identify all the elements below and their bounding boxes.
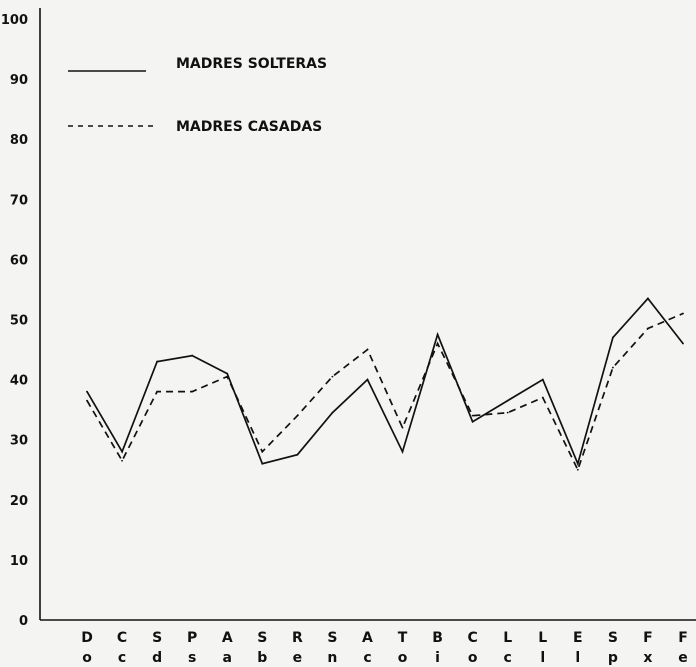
x-category-label: C [468,630,478,646]
data-point-solteras [576,462,579,465]
y-tick-label: 80 [10,133,28,148]
x-category-label: E [573,630,583,646]
x-category-label: A [222,630,233,646]
x-category-label: L [538,630,547,646]
series-lines [86,297,684,473]
data-point-solteras [436,333,439,336]
data-point-solteras [611,336,614,339]
x-category-label: R [292,630,303,646]
x-category-sublabel: c [363,650,371,666]
x-category-label: A [362,630,373,646]
data-point-solteras [366,378,369,381]
x-category-sublabel: e [293,650,303,666]
x-category-sublabel: x [643,650,652,666]
y-tick-label: 70 [10,193,28,208]
data-point-casadas [541,396,544,399]
x-category-label: B [432,630,443,646]
data-point-casadas [296,414,299,417]
data-point-solteras [506,399,509,402]
x-category-sublabel: e [678,650,688,666]
y-axis-ticks: 0 10 20 30 40 50 60 70 80 90 100 [1,13,28,629]
axes [39,8,696,621]
x-category-sublabel: c [504,650,512,666]
x-category-sublabel: a [223,650,232,666]
x-category-sublabel: l [575,650,580,666]
x-category-sublabel: i [435,650,440,666]
y-tick-label: 100 [1,13,28,28]
data-point-solteras [471,420,474,423]
data-point-casadas [261,450,264,453]
data-point-solteras [401,450,404,453]
data-point-casadas [366,348,369,351]
x-category-sublabel: o [82,650,92,666]
x-category-label: L [503,630,512,646]
x-category-sublabel: s [188,650,196,666]
legend-label-casadas: MADRES CASADAS [176,119,322,135]
data-point-solteras [191,354,194,357]
data-point-solteras [682,342,684,345]
data-point-solteras [121,450,123,453]
x-category-label: S [327,630,337,646]
x-category-sublabel: n [327,650,337,666]
x-category-label: S [608,630,618,646]
x-category-label: P [187,630,197,646]
data-point-casadas [191,390,194,393]
x-category-label: C [117,630,127,646]
x-category-label: D [81,630,93,646]
x-category-sublabel: p [608,650,618,666]
data-point-casadas [121,459,123,462]
data-point-casadas [506,411,509,414]
data-point-casadas [576,468,579,471]
x-category-sublabel: o [398,650,408,666]
x-category-sublabel: l [540,650,545,666]
y-tick-label: 30 [10,434,28,449]
data-point-casadas [682,312,684,315]
x-category-label: F [643,630,653,646]
y-tick-label: 20 [10,494,28,509]
data-point-solteras [647,297,649,300]
series-line-casadas [86,312,684,473]
data-point-solteras [156,360,159,363]
x-category-label: S [152,630,162,646]
x-category-sublabel: o [468,650,478,666]
y-tick-label: 90 [10,73,28,88]
y-tick-label: 10 [10,554,28,569]
data-point-solteras [331,411,334,414]
y-tick-label: 50 [10,314,28,329]
data-point-casadas [86,399,88,402]
y-tick-label: 40 [10,374,28,389]
x-category-label: S [257,630,267,646]
data-point-solteras [541,378,544,381]
data-point-casadas [436,342,439,345]
data-point-solteras [86,390,88,393]
data-point-solteras [226,372,229,375]
data-point-casadas [611,366,614,369]
legend: MADRES SOLTERAS MADRES CASADAS [68,56,327,135]
x-category-sublabel: b [257,650,267,666]
data-point-solteras [261,462,264,465]
x-category-label: F [678,630,688,646]
series-line-solteras [86,297,684,467]
data-point-casadas [226,375,229,378]
x-category-label: T [398,630,408,646]
data-point-casadas [401,426,404,429]
data-point-solteras [296,453,299,456]
x-category-sublabel: c [118,650,126,666]
legend-label-solteras: MADRES SOLTERAS [176,56,327,72]
data-point-casadas [471,414,474,417]
data-point-casadas [647,327,649,330]
y-tick-label: 0 [19,614,28,629]
data-point-casadas [156,390,159,393]
x-category-sublabel: d [152,650,162,666]
data-point-casadas [331,375,334,378]
y-tick-label: 60 [10,253,28,268]
